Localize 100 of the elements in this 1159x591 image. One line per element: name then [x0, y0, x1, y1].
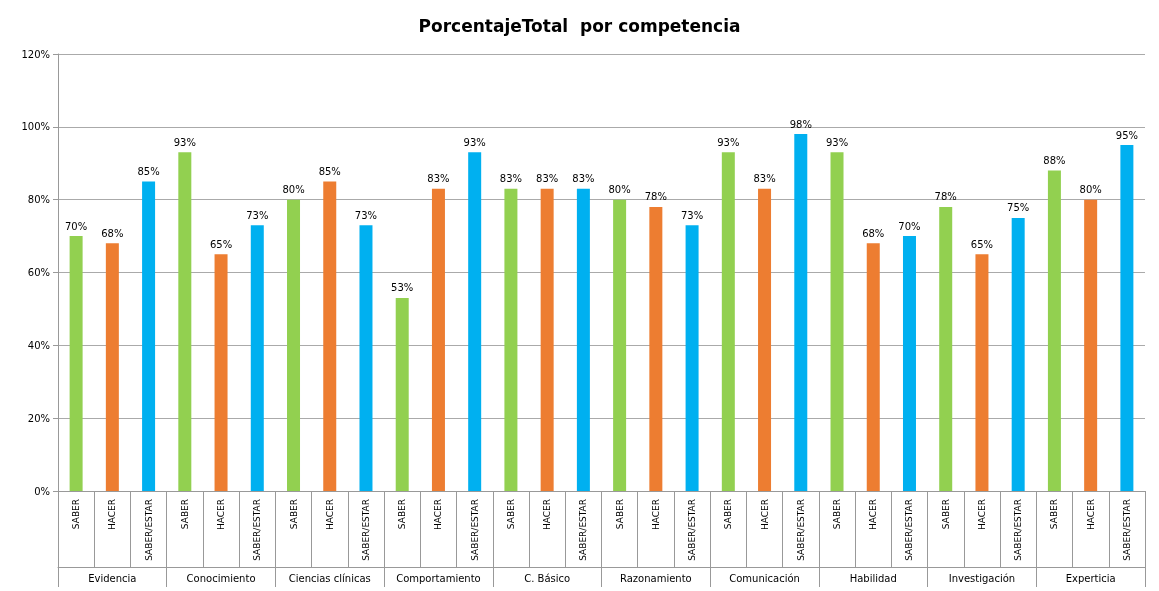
bar [1011, 217, 1025, 491]
bar [939, 206, 953, 491]
x-tick-label: SABER [723, 499, 734, 530]
x-tick-label: SABER [832, 499, 843, 530]
x-tick-label: HACER [433, 499, 444, 530]
data-label: 83% [427, 173, 450, 185]
bar [902, 236, 916, 491]
data-label: 73% [246, 209, 269, 221]
x-tick-label: SABER [614, 499, 625, 530]
data-label: 70% [65, 220, 88, 232]
bar [721, 152, 735, 491]
x-tick-label: HACER [542, 499, 553, 530]
bar [431, 188, 445, 491]
text: Comportamiento [396, 572, 481, 584]
data-label: 83% [499, 173, 523, 185]
x-tick-label: SABER/ESTAR [904, 499, 915, 561]
bar [1084, 199, 1098, 491]
bar [794, 134, 808, 491]
y-tick-label: 80% [27, 194, 50, 206]
x-tick-label: SABER/ESTAR [687, 499, 698, 561]
bar [613, 199, 627, 491]
data-label: 93% [173, 136, 196, 148]
x-tick-label: HACER [107, 499, 118, 530]
data-label: 73% [354, 209, 378, 221]
text: Razonamiento [619, 572, 692, 584]
x-tick-label: SABER/ESTAR [578, 499, 589, 561]
bar [504, 188, 518, 491]
x-tick-label: SABER [71, 499, 82, 530]
y-tick-label: 120% [21, 48, 50, 60]
text: Comunicación [729, 572, 800, 584]
text: Habilidad [849, 572, 897, 584]
bar [649, 206, 663, 491]
data-label: 85% [137, 165, 160, 177]
bar [69, 236, 83, 491]
data-label: 88% [1043, 155, 1066, 167]
x-tick-label: SABER [288, 499, 299, 530]
data-label: 53% [391, 282, 414, 294]
data-label: 80% [608, 184, 631, 196]
bar [178, 152, 192, 491]
data-label: 83% [572, 173, 595, 185]
x-tick-label: HACER [216, 499, 227, 530]
bar [323, 181, 337, 491]
bar [359, 225, 373, 491]
data-label: 68% [101, 227, 124, 239]
x-tick-label: HACER [650, 499, 661, 530]
x-tick-label: SABER/ESTAR [252, 499, 263, 561]
x-tick-label: HACER [868, 499, 879, 530]
x-tick-label: SABER/ESTAR [1013, 499, 1024, 561]
bar [576, 188, 590, 491]
data-label: 98% [789, 118, 812, 130]
bar [468, 152, 482, 491]
x-tick-label: SABER [940, 499, 951, 530]
bar [395, 297, 409, 491]
bar [214, 254, 228, 491]
data-label: 83% [536, 173, 559, 185]
bar [1047, 170, 1061, 491]
y-tick-label: 60% [27, 267, 50, 278]
text: Investigación [948, 572, 1016, 584]
data-label: 80% [1079, 184, 1102, 196]
x-tick-label: HACER [759, 499, 770, 530]
text: Conocimiento [186, 572, 256, 584]
y-tick-label: 100% [21, 121, 50, 133]
data-label: 93% [463, 136, 486, 148]
data-label: 83% [753, 173, 776, 185]
bar [830, 152, 844, 491]
bar [1120, 145, 1134, 491]
y-tick-label: 40% [27, 339, 50, 351]
x-tick-label: HACER [976, 499, 987, 530]
bar [250, 225, 264, 491]
x-tick-label: HACER [324, 499, 335, 530]
x-tick-label: SABER/ESTAR [1121, 499, 1132, 561]
data-label: 78% [644, 191, 667, 203]
data-label: 80% [282, 184, 305, 196]
y-tick-label: 20% [27, 412, 50, 424]
bar [758, 188, 772, 491]
data-label: 65% [970, 238, 994, 250]
bar [287, 199, 301, 491]
data-label: 78% [934, 191, 957, 203]
x-tick-label: SABER [397, 499, 408, 530]
text: Ciencias clínicas [288, 572, 371, 584]
chart-title: PorcentajeTotal por competencia [418, 15, 741, 36]
x-tick-label: SABER/ESTAR [143, 499, 154, 561]
bar [105, 243, 119, 491]
bar [540, 188, 554, 491]
data-label: 73% [680, 209, 704, 221]
text: Experticia [1065, 572, 1116, 584]
bar [975, 254, 989, 491]
bar [142, 181, 156, 491]
bar [866, 243, 880, 491]
x-tick-label: HACER [1085, 499, 1096, 530]
x-tick-label: SABER [505, 499, 516, 530]
data-label: 85% [318, 165, 341, 177]
x-tick-label: SABER/ESTAR [469, 499, 480, 561]
bar [685, 225, 699, 491]
data-label: 65% [209, 238, 233, 250]
data-label: 93% [825, 136, 849, 148]
data-label: 75% [1007, 202, 1030, 214]
text: Evidencia [88, 572, 137, 584]
x-tick-label: SABER [179, 499, 190, 530]
data-label: 95% [1115, 129, 1138, 141]
